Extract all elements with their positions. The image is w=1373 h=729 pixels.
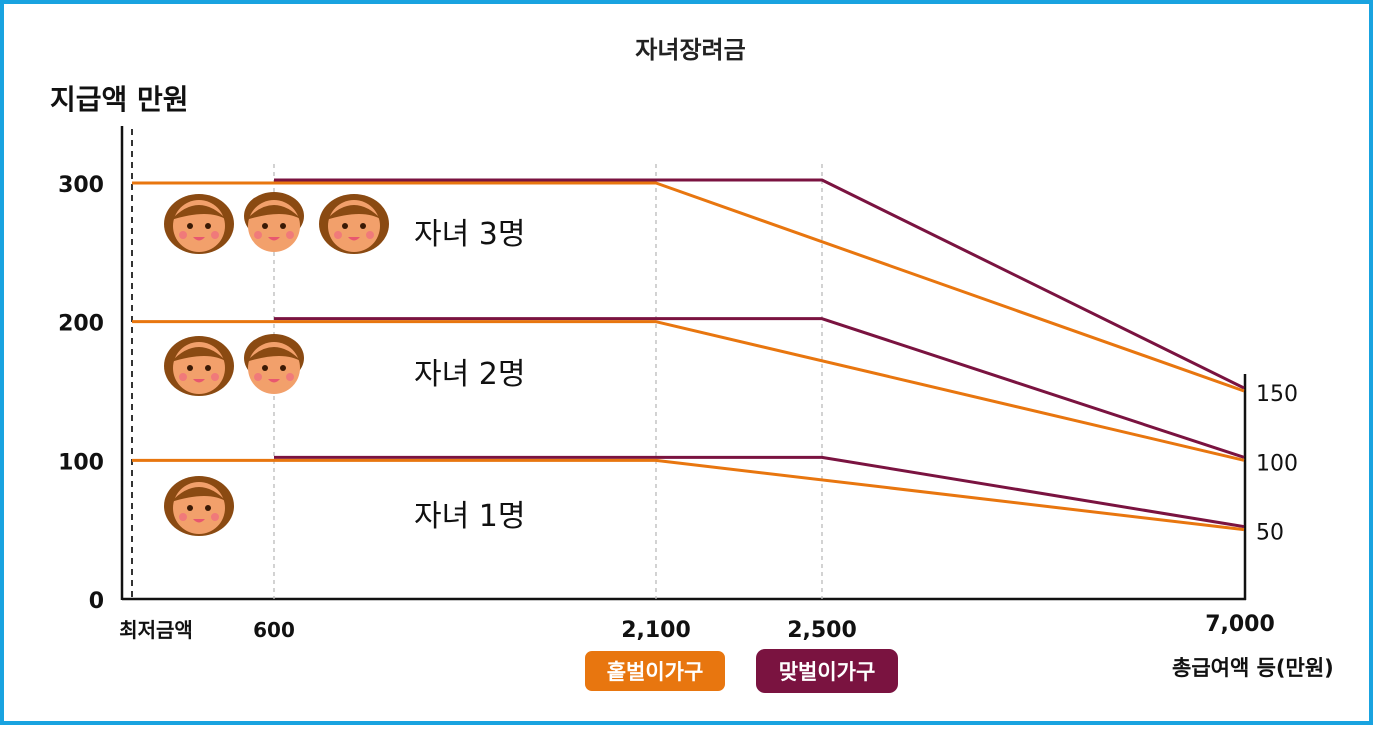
x-tick-label-3: 2,500 bbox=[787, 618, 857, 643]
x-axis-label: 총급여액 등(만원) bbox=[1172, 656, 1334, 680]
cheek-icon bbox=[366, 231, 374, 239]
y-tick-label-200: 200 bbox=[58, 312, 104, 337]
mouth-icon bbox=[348, 237, 360, 241]
cheek-icon bbox=[211, 513, 219, 521]
group-label-3: 자녀 3명 bbox=[414, 217, 525, 252]
eye-icon bbox=[342, 223, 348, 229]
eye-icon bbox=[187, 365, 193, 371]
x-tick-label-0: 최저금액 bbox=[119, 618, 193, 642]
cheek-icon bbox=[211, 231, 219, 239]
cheek-icon bbox=[179, 513, 187, 521]
x-tick-label-2: 2,100 bbox=[621, 618, 691, 643]
mouth-icon bbox=[193, 519, 205, 523]
hair-icon bbox=[246, 347, 302, 362]
cheek-icon bbox=[286, 231, 294, 239]
legend-single-income[interactable]: 홑벌이가구 bbox=[583, 649, 727, 693]
chart-plot: 0 100 200 300 50 100 150 최저금액 600 2,100 2,500 7,000… bbox=[58, 126, 1298, 643]
eye-icon bbox=[205, 505, 211, 511]
eye-icon bbox=[187, 223, 193, 229]
hair-icon bbox=[246, 205, 302, 220]
eye-icon bbox=[205, 223, 211, 229]
cheek-icon bbox=[254, 231, 262, 239]
hair-icon bbox=[171, 347, 227, 362]
eye-icon bbox=[205, 365, 211, 371]
series-line-single-1 bbox=[132, 458, 1245, 532]
series-line-dual-1 bbox=[274, 455, 1245, 529]
y-axis-label: 지급액 만원 bbox=[50, 83, 189, 116]
y-tick-label-0: 0 bbox=[89, 589, 104, 614]
right-tick-label-100: 100 bbox=[1256, 451, 1298, 476]
series-line-dual-2 bbox=[274, 317, 1245, 459]
mouth-icon bbox=[193, 379, 205, 383]
x-tick-label-1: 600 bbox=[253, 618, 295, 642]
cheek-icon bbox=[179, 373, 187, 381]
mouth-icon bbox=[268, 379, 280, 383]
hair-icon bbox=[171, 205, 227, 220]
series-line-single-3 bbox=[132, 181, 1245, 393]
x-tick-label-4: 7,000 bbox=[1205, 612, 1275, 637]
right-tick-label-50: 50 bbox=[1256, 521, 1284, 546]
eye-icon bbox=[262, 365, 268, 371]
eye-icon bbox=[280, 365, 286, 371]
y-tick-label-100: 100 bbox=[58, 450, 104, 475]
mouth-icon bbox=[193, 237, 205, 241]
group-label-1: 자녀 1명 bbox=[414, 499, 525, 534]
eye-icon bbox=[187, 505, 193, 511]
eye-icon bbox=[262, 223, 268, 229]
hair-icon bbox=[326, 205, 382, 220]
right-tick-label-150: 150 bbox=[1256, 382, 1298, 407]
cheek-icon bbox=[334, 231, 342, 239]
cheek-icon bbox=[254, 373, 262, 381]
cheek-icon bbox=[286, 373, 294, 381]
series-line-dual-3 bbox=[274, 178, 1245, 390]
hair-icon bbox=[171, 487, 227, 502]
legend-dual-income[interactable]: 맞벌이가구 bbox=[756, 649, 898, 693]
y-tick-label-300: 300 bbox=[58, 173, 104, 198]
series-line-single-2 bbox=[132, 320, 1245, 462]
chart-title: 자녀장려금 bbox=[635, 36, 746, 64]
eye-icon bbox=[280, 223, 286, 229]
cheek-icon bbox=[179, 231, 187, 239]
mouth-icon bbox=[268, 237, 280, 241]
eye-icon bbox=[360, 223, 366, 229]
group-label-2: 자녀 2명 bbox=[414, 357, 525, 392]
cheek-icon bbox=[211, 373, 219, 381]
